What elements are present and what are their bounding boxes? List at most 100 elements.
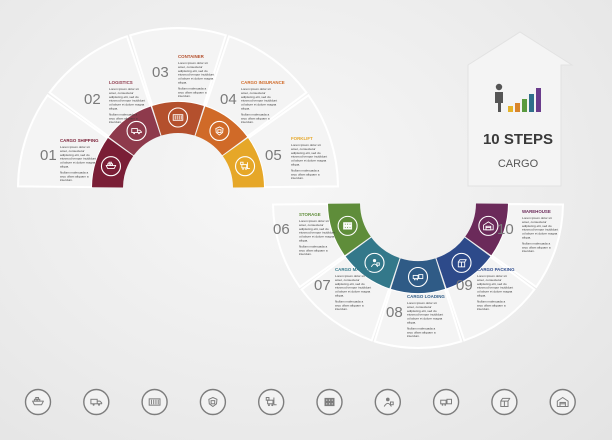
step-body-line: ut labore et dolore magna	[109, 103, 145, 107]
step-body-line: aliqua.	[291, 163, 300, 167]
ring-layer	[92, 101, 508, 293]
step-body-line: amet, consectetur	[178, 65, 203, 69]
step-body-line: ut labore et dolore magna	[291, 159, 327, 163]
step-body-line: amet, consectetur	[109, 91, 134, 95]
step-body-line: adipiscing elit, sed do	[477, 282, 507, 286]
step-title: CARGO PACKING	[477, 267, 515, 272]
step-body-line: adipiscing elit, sed do	[109, 95, 139, 99]
step-body-line: eiusmod tempor incididunt	[178, 73, 214, 77]
step-body-line: Nullam malesuada a	[291, 168, 319, 172]
step-number: 02	[84, 91, 101, 108]
step-body-line: Lorem ipsum dolor sit	[477, 274, 507, 278]
bottom-icon-row	[24, 388, 576, 416]
step-body-line: aliqua.	[241, 107, 250, 111]
step-title: LOGISTICS	[109, 80, 133, 85]
step-body-line: eiusmod tempor incididunt	[291, 155, 327, 159]
step-label-04: 04 CARGO INSURANCE Lorem ipsum dolor sitam…	[220, 80, 285, 124]
ring-segment-01	[92, 138, 134, 188]
step-body-line: ut labore et dolore magna	[477, 290, 513, 294]
loading-icon	[407, 266, 429, 288]
step-body-line: arcu ullam aliquam a	[241, 116, 270, 120]
step-body-line: interdum.	[60, 178, 73, 182]
step-body-line: Lorem ipsum dolor sit	[335, 274, 365, 278]
packing-icon	[451, 252, 472, 273]
step-body-line: aliqua.	[178, 81, 187, 85]
step-body-line: interdum.	[291, 176, 304, 180]
step-body-line: interdum.	[299, 252, 312, 256]
step-body-line: Lorem ipsum dolor sit	[291, 143, 321, 147]
delivery-truck-icon	[126, 120, 147, 142]
step-title: CARGO MANAGER	[335, 267, 376, 272]
step-body-line: Nullam malesuada a	[109, 112, 137, 116]
step-number: 04	[220, 91, 237, 108]
step-body-line: adipiscing elit, sed do	[299, 227, 329, 231]
delivery-truck-icon	[83, 388, 110, 416]
step-body-line: adipiscing elit, sed do	[60, 153, 90, 157]
step-body-line: Nullam malesuada a	[60, 170, 88, 174]
step-body-line: Lorem ipsum dolor sit	[299, 219, 329, 223]
ring-segment-09	[436, 237, 491, 289]
step-number: 09	[456, 277, 473, 294]
step-body-line: aliqua.	[60, 165, 69, 169]
storage-icon	[316, 388, 343, 416]
step-body-line: arcu ullam aliquam a	[178, 90, 207, 94]
ring-segment-02	[108, 106, 161, 156]
step-body-line: ut labore et dolore magna	[335, 290, 371, 294]
hero-bar-2	[515, 103, 520, 112]
manager-icon	[364, 252, 385, 273]
step-body-line: aliqua.	[477, 294, 486, 298]
step-body-line: eiusmod tempor incididunt	[477, 286, 513, 290]
cargo-ship-icon	[24, 388, 52, 416]
step-body-line: aliqua.	[522, 236, 531, 240]
step-body-line: adipiscing elit, sed do	[335, 282, 365, 286]
step-body-line: adipiscing elit, sed do	[522, 224, 552, 228]
step-title: CARGO LOADING	[407, 294, 445, 299]
step-body-line: amet, consectetur	[299, 223, 324, 227]
step-title: FORKLIFT	[291, 136, 313, 141]
step-body-line: adipiscing elit, sed do	[178, 69, 208, 73]
step-title: CONTAINER	[178, 54, 205, 59]
step-body-line: aliqua.	[335, 294, 344, 298]
step-body-line: Lorem ipsum dolor sit	[241, 87, 271, 91]
step-number: 10	[497, 221, 514, 238]
step-body-line: ut labore et dolore magna	[241, 103, 277, 107]
forklift-icon	[258, 388, 285, 416]
hero-arrow: 10 STEPS CARGO	[467, 31, 574, 187]
step-body-line: amet, consectetur	[335, 278, 360, 282]
step-label-07: 07 CARGO MANAGER Lorem ipsum dolor sitamet…	[314, 267, 376, 311]
warehouse-icon	[549, 388, 576, 416]
step-body-line: arcu ullam aliquam a	[60, 174, 89, 178]
step-body-line: adipiscing elit, sed do	[241, 95, 271, 99]
step-body-line: Lorem ipsum dolor sit	[522, 216, 552, 220]
step-body-line: ut labore et dolore magna	[60, 161, 96, 165]
step-title: STORAGE	[299, 212, 321, 217]
person-head	[495, 83, 503, 91]
step-body-line: eiusmod tempor incididunt	[522, 228, 558, 232]
hero-chart-icon	[495, 83, 541, 112]
step-body-line: interdum.	[477, 307, 490, 311]
step-body-line: Nullam malesuada a	[241, 112, 269, 116]
step-body-line: interdum.	[241, 120, 254, 124]
step-body-line: arcu ullam aliquam a	[477, 303, 506, 307]
step-body-line: ut labore et dolore magna	[178, 77, 214, 81]
step-number: 07	[314, 277, 331, 294]
step-body-line: arcu ullam aliquam a	[109, 116, 138, 120]
step-body-line: interdum.	[109, 120, 122, 124]
ring-segment-07	[345, 237, 400, 289]
step-title: CARGO INSURANCE	[241, 80, 285, 85]
ring-segment-03	[152, 101, 204, 136]
step-body-line: Nullam malesuada a	[477, 299, 505, 303]
step-body-line: eiusmod tempor incididunt	[109, 99, 145, 103]
step-body-line: amet, consectetur	[407, 305, 432, 309]
loading-icon	[432, 388, 460, 416]
step-title: CARGO SHIPPING	[60, 138, 99, 143]
step-body-line: Nullam malesuada a	[335, 299, 363, 303]
ring-segment-10	[465, 203, 508, 256]
step-body-line: interdum.	[407, 334, 420, 338]
step-body-line: interdum.	[178, 94, 191, 98]
